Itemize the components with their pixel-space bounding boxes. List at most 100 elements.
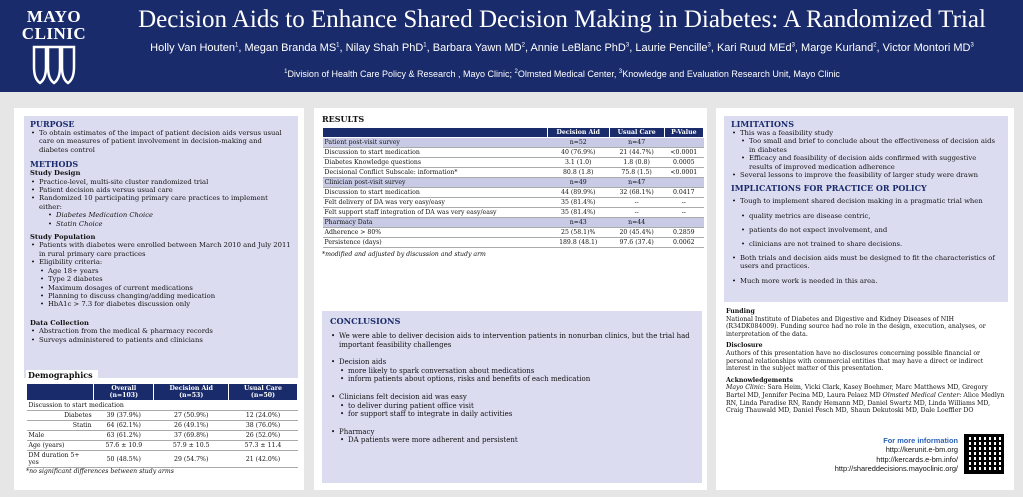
results-note: *modified and adjusted by discussion and…	[322, 251, 486, 258]
implication-item: Both trials and decision aids must be de…	[731, 254, 1001, 270]
author-list: Holly Van Houten1, Megan Branda MS1, Nil…	[150, 42, 974, 54]
author-affiliation-mark: 1	[234, 42, 239, 49]
eligibility-criterion: Age 18+ years	[30, 267, 292, 276]
funding-section: Funding National Institute of Diabetes a…	[726, 308, 1008, 415]
left-column: PURPOSE To obtain estimates of the impac…	[14, 108, 304, 490]
table-cell: --	[609, 197, 665, 208]
table-row: Diabetes 39 (37.9%) 27 (50.9%) 12 (24.0%)	[26, 410, 298, 421]
table-cell: 1.8 (0.8)	[609, 157, 665, 168]
row-label: Diabetes Knowledge questions	[322, 157, 548, 168]
table-cell: 3.1 (1.0)	[547, 157, 610, 168]
author-affiliation-mark: 1	[336, 42, 340, 49]
table-cell: 57.6 ± 10.9	[93, 440, 154, 451]
table-cell: 40 (76.9%)	[547, 147, 610, 158]
table-row: Decisional Conflict Subscale: informatio…	[322, 167, 704, 178]
table-row: DM duration 5+ yes 50 (48.5%) 29 (54.7%) 21…	[26, 450, 298, 468]
affiliation-mark: 2	[514, 69, 518, 75]
table-cell: 75.8 (1.5)	[609, 167, 665, 178]
row-label: Discussion to start medication	[322, 147, 548, 158]
decision-aid-name: Statin Choice	[30, 220, 292, 229]
acknowledgements-text: Mayo Clinic: Sara Heim, Vicki Clark, Kas…	[726, 384, 1008, 414]
poster-header: MAYO CLINIC Decision Aids to Enhance Sha…	[0, 0, 1023, 92]
row-label: DM duration 5+ yes	[26, 450, 94, 468]
author-affiliation-mark: 3	[707, 42, 711, 49]
results-heading: RESULTS	[322, 114, 365, 124]
demographics-section-label: Discussion to start medication	[26, 400, 298, 411]
row-label: Persistence (days)	[322, 237, 548, 248]
table-cell	[664, 137, 704, 148]
implication-item: Tough to implement shared decision makin…	[731, 197, 1001, 205]
conclusion-item: Pharmacy	[330, 428, 694, 437]
demographics-heading: Demographics	[26, 370, 98, 380]
implication-item: Much more work is needed in this area.	[731, 277, 1001, 285]
table-cell: 0.0417	[664, 187, 704, 198]
conclusion-subitem: more likely to spark conversation about …	[330, 367, 694, 376]
qr-code-icon[interactable]	[964, 434, 1004, 474]
limitation-item: Several lessons to improve the feasibili…	[731, 171, 1001, 180]
table-cell: 39 (37.9%)	[93, 410, 154, 421]
row-label: Adherence > 80%	[322, 227, 548, 238]
results-column-header: P-Value	[663, 127, 705, 138]
author-name: Laurie Pencille	[635, 42, 708, 54]
population-item: Eligibility criteria:	[30, 258, 292, 267]
limitation-subitem: Too small and brief to conclude about th…	[731, 137, 1001, 154]
author-name: Nilay Shah PhD	[345, 42, 424, 54]
eligibility-criterion: Planning to discuss changing/adding medi…	[30, 292, 292, 301]
logo-text-line2: CLINIC	[21, 24, 87, 43]
row-label: Statin	[26, 420, 94, 431]
author-name: Barbara Yawn MD	[432, 42, 522, 54]
table-cell: 97.6 (37.4)	[609, 237, 665, 248]
conclusion-subitem: to deliver during patient office visit	[330, 402, 694, 411]
study-population-list: Patients with diabetes were enrolled bet…	[30, 241, 292, 309]
middle-column: RESULTS Decision Aid Usual Care P-Value Pa…	[314, 108, 707, 490]
row-label: Clinician post-visit survey	[322, 177, 548, 188]
table-cell: <0.0001	[664, 167, 704, 178]
author-name: Megan Branda MS	[244, 42, 337, 54]
affiliation-text: Olmsted Medical Center,	[517, 69, 619, 79]
table-row: Persistence (days) 189.8 (48.1) 97.6 (37.4…	[322, 237, 704, 248]
demographics-column-header: Decision Aid (n=53)	[153, 383, 229, 401]
table-cell: 12 (24.0%)	[228, 410, 298, 421]
disclosure-text: Authors of this presentation have no dis…	[726, 349, 984, 373]
affiliations: 1Division of Health Care Policy & Resear…	[112, 69, 1012, 79]
demographics-column-header	[25, 383, 95, 401]
results-column-header: Usual Care	[608, 127, 665, 138]
affiliation-text: Knowledge and Evaluation Research Unit, …	[622, 69, 840, 79]
implications-list: Tough to implement shared decision makin…	[731, 197, 1001, 285]
link-shareddecisions[interactable]: http://shareddecisions.mayoclinic.org/	[834, 464, 958, 474]
mayo-clinic-logo: MAYO CLINIC	[14, 8, 94, 85]
table-cell: n=49	[547, 177, 610, 188]
study-population-heading: Study Population	[30, 233, 96, 242]
implication-subitem: clinicians are not trained to share deci…	[731, 240, 1001, 248]
affiliation-text: Division of Health Care Policy & Researc…	[287, 69, 515, 79]
shield-icon	[32, 45, 76, 85]
link-kercards[interactable]: http://kercards.e-bm.info/	[876, 454, 958, 464]
table-row: Felt delivery of DA was very easy/easy 35…	[322, 197, 704, 208]
study-design-list: Practice-level, multi-site cluster rando…	[30, 178, 292, 229]
table-row: Felt support staff integration of DA was…	[322, 207, 704, 218]
demographics-section: Demographics Overall (n=103) Decision Aid…	[25, 370, 299, 476]
results-column-header	[322, 127, 548, 138]
table-cell: 57.9 ± 10.5	[153, 440, 229, 451]
conclusion-item: We were able to deliver decision aids to…	[330, 332, 694, 349]
data-collection-list: Abstraction from the medical & pharmacy …	[30, 327, 292, 344]
table-cell	[664, 217, 704, 228]
table-cell: n=52	[547, 137, 610, 148]
row-label: Decisional Conflict Subscale: informatio…	[322, 167, 548, 178]
funding-text: National Institute of Diabetes and Diges…	[726, 315, 986, 338]
demographics-column-header: Usual Care (n=50)	[227, 383, 299, 401]
implication-subitem: patients do not expect involvement, and	[731, 226, 1001, 234]
link-kerunit[interactable]: http://kerunit.e-bm.org	[885, 445, 958, 455]
demographics-table: Overall (n=103) Decision Aid (n=53) Usual …	[25, 383, 299, 468]
more-info-block: For more information http://kerunit.e-bm…	[796, 436, 958, 474]
row-label: Age (years)	[26, 440, 94, 451]
row-label: Felt support staff integration of DA was…	[322, 207, 548, 218]
table-row: Age (years) 57.6 ± 10.9 57.9 ± 10.5 57.3 ± …	[26, 440, 298, 451]
limitations-heading: LIMITATIONS	[731, 119, 795, 129]
study-design-item: Practice-level, multi-site cluster rando…	[30, 178, 292, 187]
author-affiliation-mark: 2	[873, 42, 877, 49]
table-cell: n=44	[609, 217, 665, 228]
results-column-header: Decision Aid	[546, 127, 610, 138]
table-cell: --	[664, 197, 704, 208]
table-cell: --	[664, 207, 704, 218]
